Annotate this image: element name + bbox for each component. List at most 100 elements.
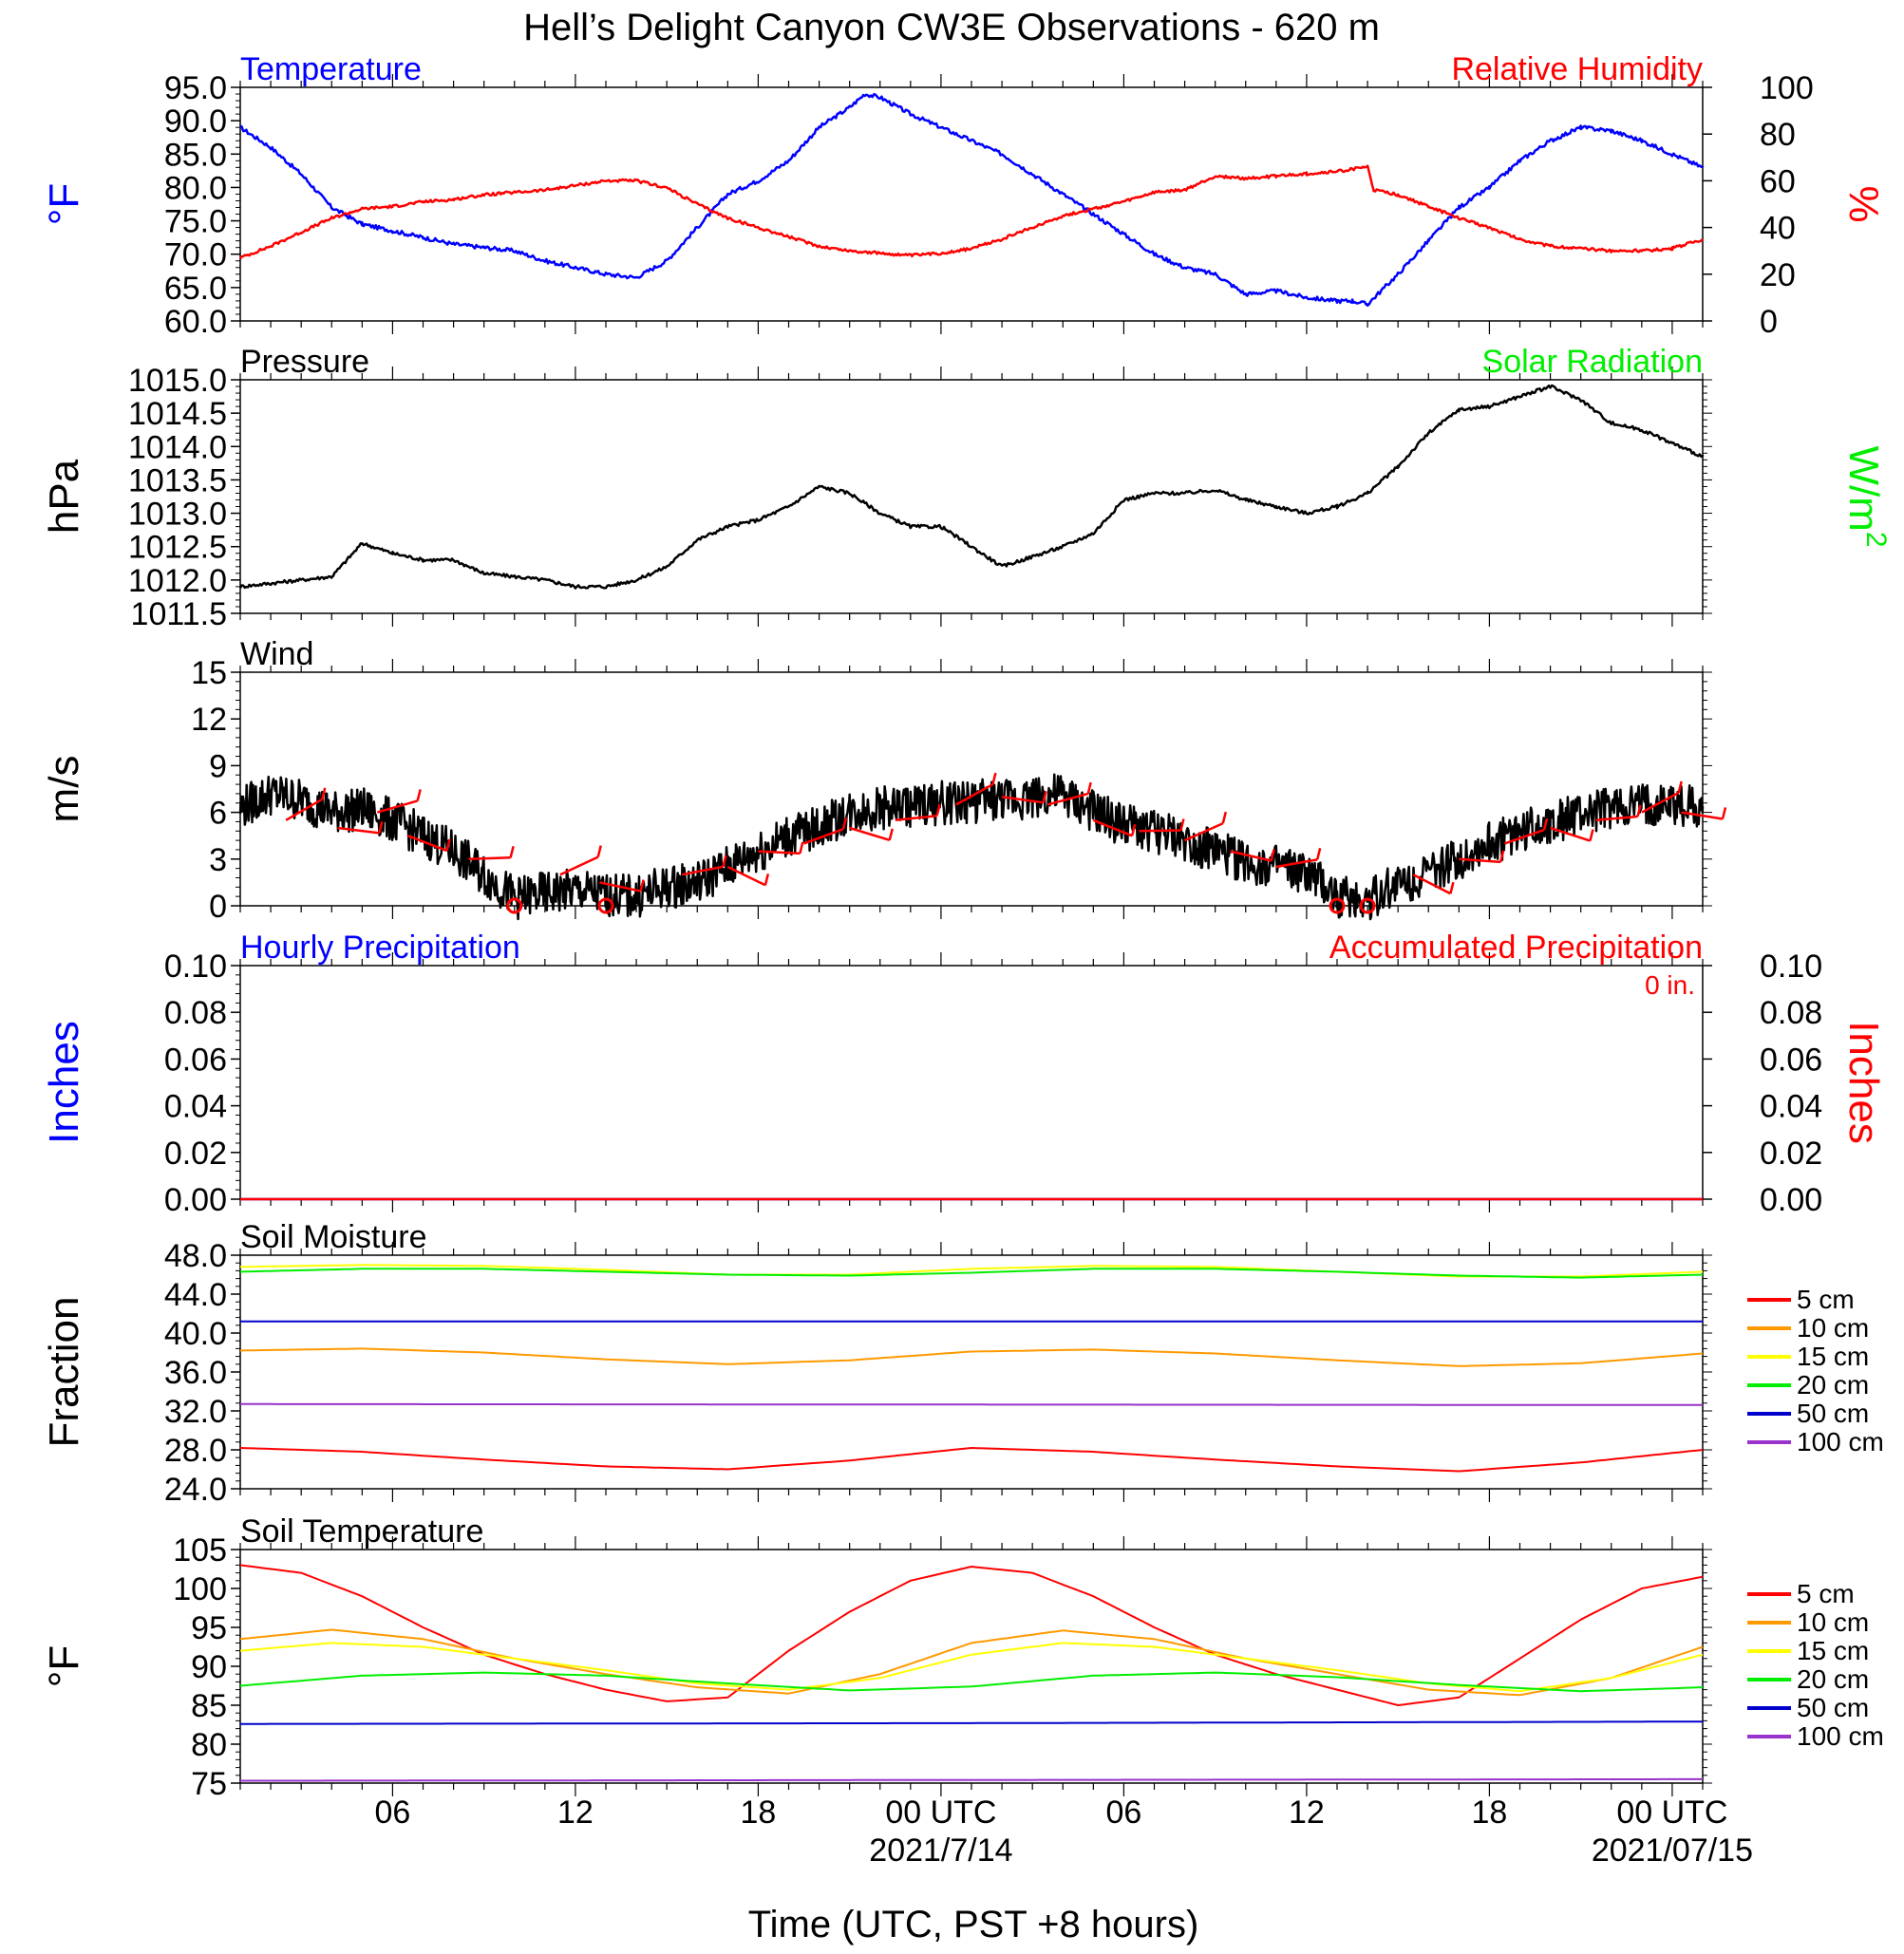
wind-barb: [1092, 818, 1133, 837]
soilm-legend-label: 50 cm: [1797, 1399, 1869, 1428]
soilt-legend-label: 100 cm: [1797, 1721, 1884, 1751]
wind-barb: [1184, 822, 1224, 842]
soilm-ytick-label: 40.0: [164, 1316, 227, 1352]
soilt-ytick-label: 75: [191, 1766, 227, 1802]
temp-ytick-label: 95.0: [164, 70, 227, 106]
panel-pressure: 1015.01014.51014.01013.51013.01012.51012…: [41, 344, 1892, 632]
wind-barb-feather: [1221, 811, 1227, 824]
x-tick-label: 06: [375, 1794, 411, 1831]
soilm-series-2: [239, 1264, 1704, 1278]
pressure-ytick-label: 1011.5: [131, 596, 227, 632]
pressure-ylabel-right-text: W/m: [1840, 445, 1887, 531]
temp-ytick-label: 75.0: [164, 204, 227, 240]
soilt-legend-label: 5 cm: [1797, 1579, 1855, 1608]
wind-barb: [849, 826, 891, 842]
soilt-ytick-label: 95: [191, 1610, 227, 1646]
precip-ylabel-right: Inches: [1840, 1021, 1887, 1144]
pressure-ylabel-right-sup: 2: [1860, 532, 1892, 548]
soilm-ytick-label: 24.0: [164, 1472, 227, 1508]
wind-barb-feather: [991, 772, 997, 785]
wind-barb-feather: [509, 845, 515, 858]
wind-barb: [1595, 815, 1638, 822]
precip-ylabel: Inches: [41, 1021, 87, 1144]
wind-barb-feather: [321, 787, 327, 800]
wind-barb: [1139, 829, 1181, 833]
wind-ytick-label: 12: [191, 702, 227, 738]
precip-annotation: 0 in.: [1645, 970, 1695, 1000]
wind-ytick-label: 0: [209, 889, 227, 925]
precip-ytick-label: 0.00: [164, 1182, 227, 1218]
soilm-ylabel: Fraction: [41, 1297, 87, 1448]
wind-barb: [726, 865, 766, 887]
soilt-ytick-label: 85: [191, 1688, 227, 1724]
wind-ytick-label: 6: [209, 796, 227, 832]
soilt-series-4: [240, 1720, 1703, 1725]
soilt-ytick-label: 90: [191, 1649, 227, 1685]
soilt-series-5: [240, 1777, 1703, 1782]
precip-ytick-right-label: 0.06: [1760, 1042, 1822, 1078]
wind-ytick-label: 15: [191, 655, 227, 691]
wind-barb: [1412, 874, 1451, 895]
temp-ytick-label: 60.0: [164, 304, 227, 340]
wind-barb: [337, 826, 380, 835]
wind-barb: [1504, 828, 1545, 845]
precip-ytick-label: 0.10: [164, 949, 227, 985]
wind-barb-feather: [1086, 781, 1092, 795]
calm-marker: [597, 897, 614, 914]
pressure-ytick-label: 1013.5: [128, 462, 227, 498]
pressure-ytick-label: 1014.0: [128, 429, 227, 465]
wind-barb: [1459, 857, 1501, 864]
soilm-series-3: [239, 1268, 1704, 1279]
soilm-legend-label: 20 cm: [1797, 1370, 1869, 1400]
soilt-left-title: Soil Temperature: [240, 1513, 483, 1550]
soilt-ytick-label: 100: [173, 1571, 227, 1607]
pressure-ytick-label: 1014.5: [128, 396, 227, 432]
temp-ytick-right-label: 0: [1760, 304, 1778, 340]
precip-ytick-label: 0.06: [164, 1042, 227, 1078]
wind-barb-feather: [1270, 849, 1275, 861]
wind-barb: [377, 799, 419, 814]
temp-ytick-label: 80.0: [164, 170, 227, 206]
wind-barb: [559, 855, 599, 876]
x-date-label: 2021/07/15: [1592, 1832, 1753, 1869]
soilt-ytick-label: 80: [191, 1727, 227, 1763]
wind-barb-feather: [1677, 780, 1683, 794]
temp-ytick-label: 90.0: [164, 103, 227, 140]
wind-barb-feather: [935, 803, 941, 817]
soilm-ytick-label: 48.0: [164, 1238, 227, 1274]
soilm-ytick-label: 36.0: [164, 1355, 227, 1391]
wind-barb-feather: [1179, 818, 1185, 831]
wind-barb-feather: [1542, 817, 1549, 831]
pressure-series-0: [238, 384, 1705, 590]
precip-ytick-right-label: 0.10: [1760, 949, 1822, 985]
pressure-ylabel: hPa: [41, 459, 87, 534]
wind-barb: [468, 856, 511, 861]
wind-barb-feather: [416, 789, 422, 801]
x-tick-label: 18: [741, 1794, 777, 1831]
temp-ylabel-right-text: %: [1840, 185, 1887, 222]
wind-barb-feather: [445, 838, 451, 852]
precip-ytick-right-label: 0.00: [1760, 1182, 1822, 1218]
wind-barb: [285, 798, 323, 821]
temp-ytick-right-label: 40: [1760, 211, 1796, 247]
soilm-series-1: [239, 1347, 1704, 1367]
wind-barb-feather: [1449, 881, 1455, 894]
x-tick-label: 18: [1472, 1794, 1508, 1831]
temp-ytick-right-label: 20: [1760, 257, 1796, 293]
soilt-legend-label: 20 cm: [1797, 1664, 1869, 1694]
temp-ytick-label: 65.0: [164, 271, 227, 307]
wind-barb-feather: [799, 841, 804, 855]
wind-barb-feather: [888, 828, 894, 841]
wind-barb-feather: [841, 817, 848, 830]
temp-ytick-right-label: 80: [1760, 117, 1796, 153]
soilm-series-5: [240, 1402, 1703, 1406]
wind-barb: [955, 782, 994, 806]
soilm-legend-label: 100 cm: [1797, 1427, 1884, 1456]
calm-marker: [1329, 897, 1346, 914]
temp-ylabel: °F: [41, 183, 87, 225]
wind-barb: [758, 850, 801, 855]
